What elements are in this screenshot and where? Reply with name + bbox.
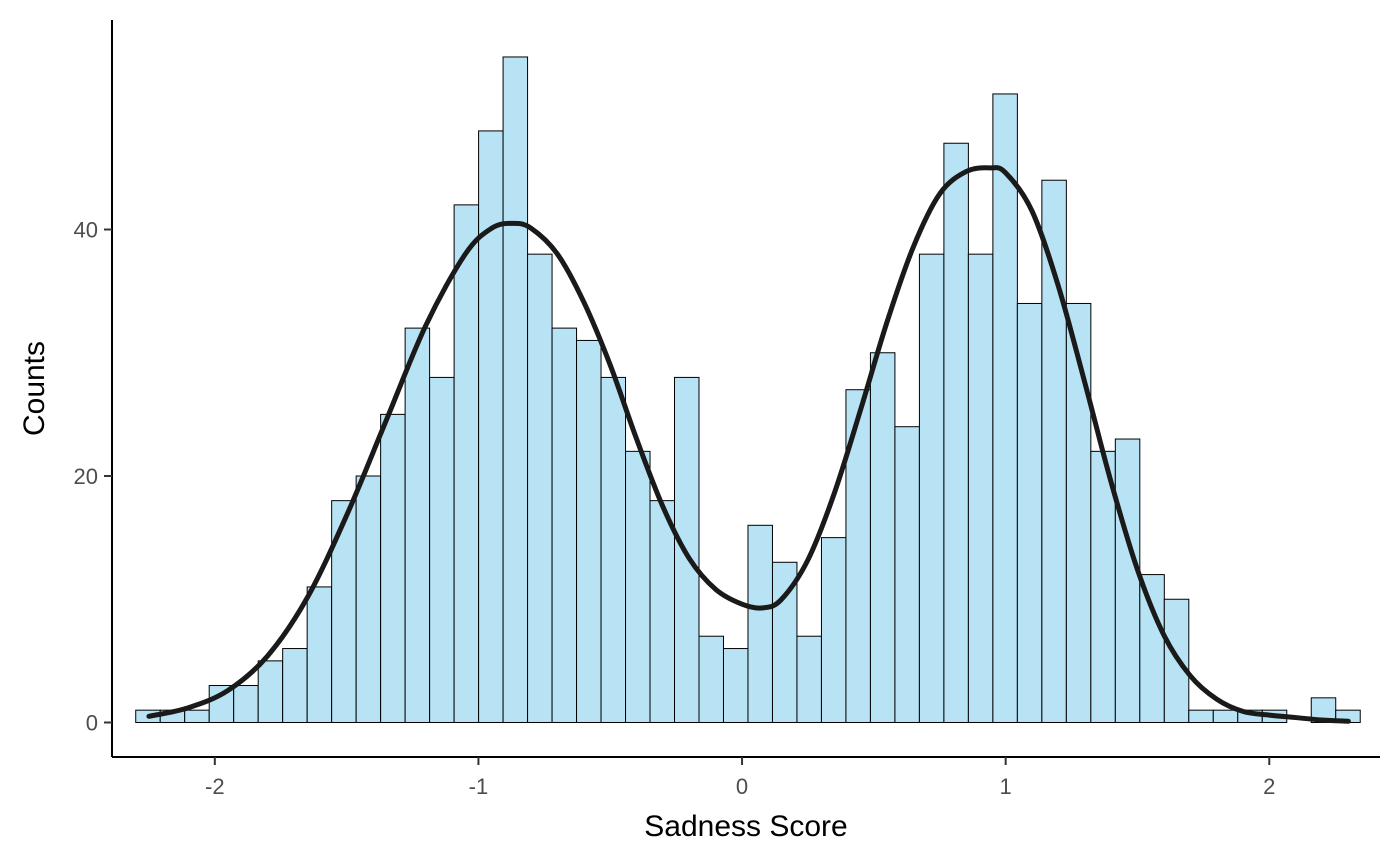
histogram-bar [404,327,431,723]
histogram-bar [1090,450,1116,723]
histogram-bar [1188,709,1214,723]
histogram-bar [184,709,210,723]
x-tick-label: -1 [469,774,489,799]
histogram-bar [1065,302,1092,723]
histogram-bar [747,524,773,723]
histogram-bar [233,685,259,723]
y-axis-title: Counts [18,341,51,436]
x-axis-title: Sadness Score [644,810,847,843]
histogram-bar [282,648,308,723]
histogram-bar [845,389,871,723]
x-axis-ticks: -2 -1 0 1 2 [205,757,1275,799]
histogram-bar [331,500,357,723]
histogram-bar [576,339,602,723]
histogram-bar [380,413,406,723]
histogram-bar [551,327,578,723]
histogram-bar [478,130,504,723]
y-axis-ticks: 0 20 40 [74,218,112,735]
histogram-bar [1212,709,1239,723]
y-tick-label: 20 [74,464,98,489]
histogram-bar [820,537,847,723]
histogram-bar [600,376,627,723]
histogram-bar [502,56,529,723]
histogram-bar [1139,574,1165,723]
x-tick-label: -2 [205,774,225,799]
histogram-bars [135,56,1361,723]
histogram-bar [1114,438,1141,723]
histogram-bar [1016,302,1043,723]
x-tick-label: 1 [1000,774,1012,799]
histogram-bar [894,426,920,723]
histogram-bar [722,648,749,723]
histogram-bar [355,475,382,723]
histogram-bar [453,204,480,723]
histogram-bar [429,376,455,723]
histogram-bar [527,253,553,723]
y-tick-label: 40 [74,218,98,243]
x-tick-label: 2 [1263,774,1275,799]
histogram-bar [257,660,284,723]
histogram-bar [918,253,945,723]
histogram-bar [869,352,896,723]
histogram-bar [796,635,822,723]
density-curve [146,165,1351,724]
histogram-bar [992,93,1018,723]
histogram-bar [649,500,676,723]
histogram-bar [625,450,651,723]
histogram-bar [943,142,969,723]
histogram-bar [698,635,724,723]
y-tick-label: 0 [86,710,98,735]
histogram-bar [306,586,333,723]
x-tick-label: 0 [736,774,748,799]
histogram-bar [967,253,994,723]
histogram-bar [1041,179,1067,723]
